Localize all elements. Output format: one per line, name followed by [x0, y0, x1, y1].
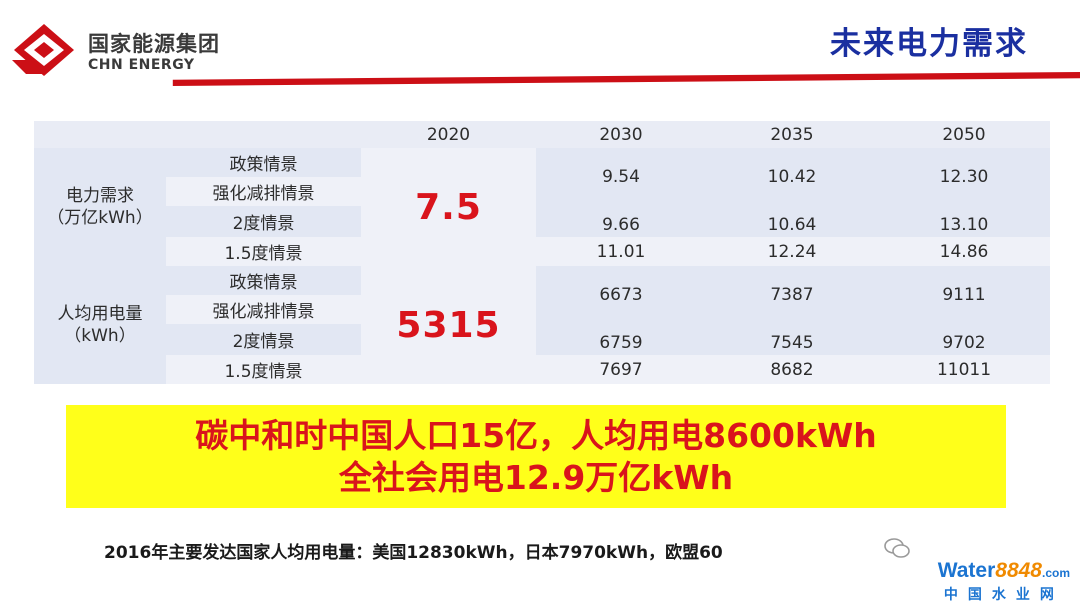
- base-value-2020: 5315: [361, 266, 536, 384]
- year-header: 2035: [706, 121, 878, 148]
- year-header: 2030: [536, 121, 706, 148]
- base-value-text: 7.5: [415, 186, 482, 228]
- table-row: 强化减排情景: [34, 177, 1050, 206]
- group-label-line1: 人均用电量: [57, 304, 143, 324]
- scenario-label: 政策情景: [166, 148, 361, 177]
- data-cell: 9.66: [536, 206, 706, 237]
- page-title: 未来电力需求: [830, 26, 1028, 62]
- watermark-brand-a: Water: [937, 559, 996, 582]
- data-cell: 13.10: [878, 206, 1050, 237]
- table-row: 1.5度情景 7697 8682 11011: [34, 355, 1050, 384]
- table-row: 2度情景 6759 7545 9702: [34, 324, 1050, 355]
- data-cell: 9702: [878, 324, 1050, 355]
- watermark-brand-c: .com: [1041, 566, 1070, 580]
- data-cell: 11011: [878, 355, 1050, 384]
- scenario-label: 2度情景: [166, 206, 361, 237]
- brand-name-en: CHN ENERGY: [88, 57, 195, 73]
- data-cell: 7387: [706, 266, 878, 324]
- data-cell: 6759: [536, 324, 706, 355]
- base-value-text: 5315: [396, 304, 501, 346]
- header-empty-cell: [34, 121, 166, 148]
- summary-highlight-box: 碳中和时中国人口15亿，人均用电8600kWh 全社会用电12.9万亿kWh: [66, 405, 1006, 508]
- scenario-label: 强化减排情景: [166, 295, 361, 324]
- data-cell: 12.30: [878, 148, 1050, 206]
- scenario-label: 2度情景: [166, 324, 361, 355]
- summary-line-2: 全社会用电12.9万亿kWh: [338, 458, 734, 497]
- data-cell: 10.42: [706, 148, 878, 206]
- data-cell: 14.86: [878, 237, 1050, 266]
- scenario-label: 1.5度情景: [166, 355, 361, 384]
- table-row: 2度情景 9.66 10.64 13.10: [34, 206, 1050, 237]
- table-row: 电力需求 （万亿kWh） 政策情景 7.5 9.54 10.42 12.30: [34, 148, 1050, 266]
- table-row: 强化减排情景: [34, 295, 1050, 324]
- watermark: Water8848.com 中国水业网: [938, 560, 1070, 606]
- watermark-brand-b: 8848: [995, 559, 1042, 582]
- data-cell: 7697: [536, 355, 706, 384]
- data-cell: 11.01: [536, 237, 706, 266]
- chn-energy-logo: [12, 24, 74, 76]
- data-cell: 10.64: [706, 206, 878, 237]
- watermark-brand: Water8848.com: [938, 560, 1070, 584]
- brand-name-cn: 国家能源集团: [88, 32, 220, 56]
- data-cell: 6673: [536, 266, 706, 324]
- data-cell-highlight: 7545: [706, 324, 878, 355]
- group-label: 电力需求 （万亿kWh）: [34, 148, 166, 266]
- wechat-icon: [884, 538, 910, 558]
- scenario-label: 1.5度情景: [166, 237, 361, 266]
- group-label-line2: （万亿kWh）: [47, 208, 153, 228]
- year-header: 2050: [878, 121, 1050, 148]
- year-header: 2020: [361, 121, 536, 148]
- table-row: 1.5度情景 11.01 12.24 14.86: [34, 237, 1050, 266]
- header-empty-cell: [166, 121, 361, 148]
- electricity-demand-table: 2020 2030 2035 2050 电力需求 （万亿kWh） 政策情景 7.…: [34, 121, 1050, 384]
- data-cell: 9111: [878, 266, 1050, 324]
- summary-line-1: 碳中和时中国人口15亿，人均用电8600kWh: [195, 416, 877, 455]
- data-cell-highlight: 8682: [706, 355, 878, 384]
- group-label: 人均用电量 （kWh）: [34, 266, 166, 384]
- group-label-line2: （kWh）: [64, 326, 136, 346]
- table-row: 人均用电量 （kWh） 政策情景 5315 6673 7387 9111: [34, 266, 1050, 384]
- data-cell: 12.24: [706, 237, 878, 266]
- scenario-label: 强化减排情景: [166, 177, 361, 206]
- footnote: 2016年主要发达国家人均用电量：美国12830kWh，日本7970kWh，欧盟…: [104, 543, 723, 563]
- table-header-row: 2020 2030 2035 2050: [34, 121, 1050, 148]
- header-divider: [172, 72, 1080, 86]
- data-cell: 9.54: [536, 148, 706, 206]
- group-label-line1: 电力需求: [66, 186, 134, 206]
- scenario-label: 政策情景: [166, 266, 361, 295]
- watermark-subtitle: 中国水业网: [943, 587, 1064, 603]
- base-value-2020: 7.5: [361, 148, 536, 266]
